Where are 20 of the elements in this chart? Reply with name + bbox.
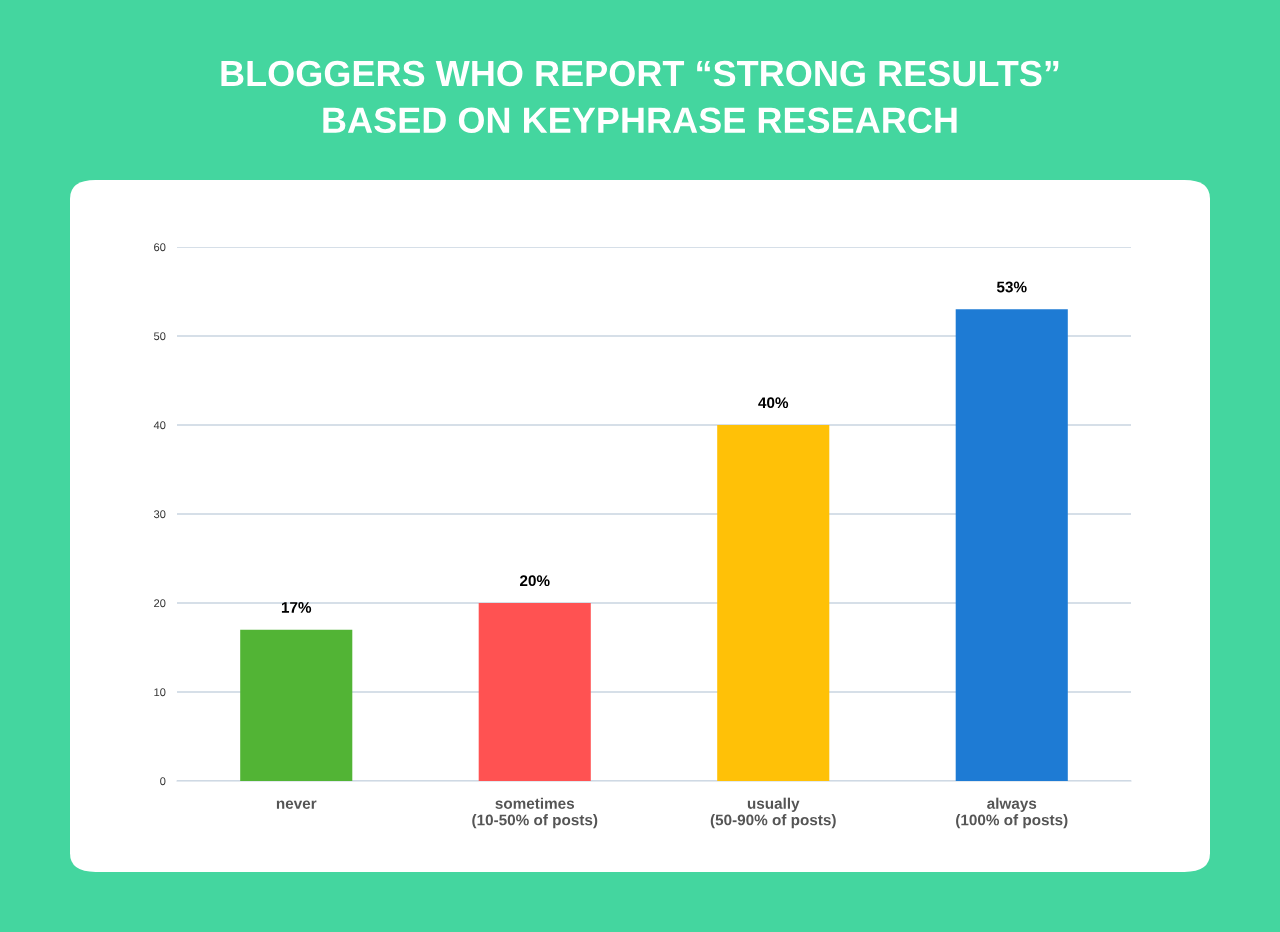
data-label: 17% (281, 602, 312, 613)
y-tick-label: 20 (154, 599, 166, 608)
x-tick-label: always (100% of posts) (956, 797, 1068, 829)
y-tick-label: 30 (153, 510, 166, 519)
data-label: 40% (758, 397, 789, 409)
y-tick-label: 10 (154, 688, 166, 697)
y-tick-label: 50 (153, 332, 166, 341)
data-label: 53% (996, 281, 1027, 293)
y-tick-label: 40 (153, 421, 166, 430)
y-tick-label: 60 (154, 243, 166, 252)
x-tick-label: usually (50-90% of posts) (710, 797, 836, 829)
bar (955, 309, 1068, 781)
x-tick-label: never (276, 800, 317, 809)
y-tick-label: 0 (160, 777, 166, 786)
bar (478, 603, 591, 781)
x-tick-label: sometimes (10-50% of posts) (472, 797, 598, 829)
chart-title: BLOGGERS WHO REPORT “STRONG RESULTS” BASED ON KEYPHRASE RESEARCH (221, 60, 1059, 134)
data-label: 20% (519, 575, 550, 587)
bar (717, 425, 830, 781)
bar (240, 629, 353, 781)
